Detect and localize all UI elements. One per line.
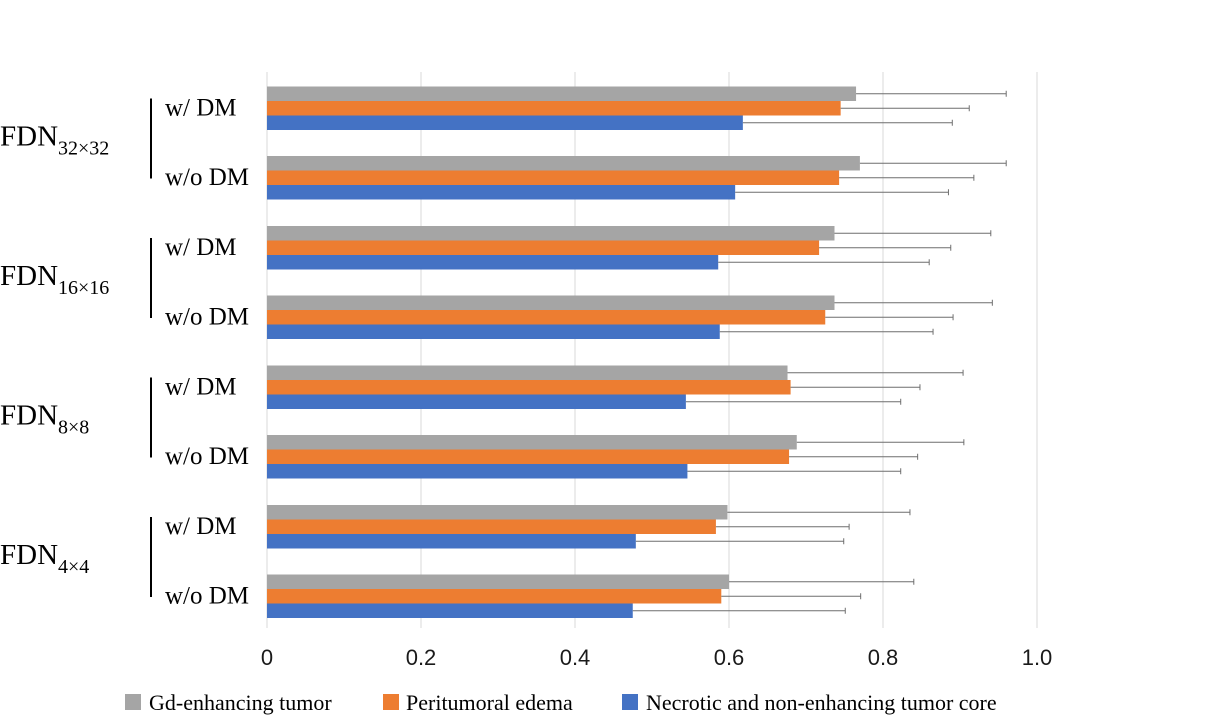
error-bar xyxy=(834,299,993,306)
error-bar xyxy=(721,593,862,600)
error-bar xyxy=(790,384,921,391)
condition-label: w/o DM xyxy=(165,304,249,331)
bar-necrotic-and-non-enhancing-tumor-core xyxy=(267,255,719,270)
legend-label: Peritumoral edema xyxy=(406,690,573,715)
bar-peritumoral-edema xyxy=(267,101,841,116)
x-tick-label: 0.6 xyxy=(714,645,745,670)
error-bar xyxy=(687,468,902,475)
x-tick-label: 0.8 xyxy=(868,645,899,670)
legend-swatch xyxy=(383,694,399,710)
bar-necrotic-and-non-enhancing-tumor-core xyxy=(267,324,720,339)
bars xyxy=(267,86,860,618)
legend: Gd-enhancing tumor Peritumoral edema Necro… xyxy=(125,690,997,715)
legend-item: Gd-enhancing tumor xyxy=(125,690,332,715)
bar-gd-enhancing-tumor xyxy=(267,365,788,380)
x-axis-ticks: 0 0.2 0.4 0.6 0.8 1.0 xyxy=(261,645,1052,670)
bar-gd-enhancing-tumor xyxy=(267,505,728,520)
legend-swatch xyxy=(622,694,638,710)
group-label: FDN16×16 xyxy=(0,260,109,299)
legend-label: Necrotic and non-enhancing tumor core xyxy=(646,690,997,715)
bar-necrotic-and-non-enhancing-tumor-core xyxy=(267,115,743,130)
bar-peritumoral-edema xyxy=(267,380,791,395)
error-bar xyxy=(819,244,952,251)
error-bar xyxy=(859,160,1007,167)
group-label: FDN32×32 xyxy=(0,121,109,160)
bar-peritumoral-edema xyxy=(267,589,722,604)
x-tick-label: 1.0 xyxy=(1022,645,1053,670)
error-bar xyxy=(789,453,919,460)
bar-peritumoral-edema xyxy=(267,519,716,534)
error-bar xyxy=(834,230,992,237)
bar-necrotic-and-non-enhancing-tumor-core xyxy=(267,603,633,618)
bar-peritumoral-edema xyxy=(267,170,840,185)
bar-necrotic-and-non-enhancing-tumor-core xyxy=(267,534,636,549)
legend-item: Peritumoral edema xyxy=(383,690,573,715)
x-tick-label: 0.4 xyxy=(560,645,591,670)
group-label: FDN8×8 xyxy=(0,400,89,439)
bar-peritumoral-edema xyxy=(267,240,820,255)
error-bar xyxy=(727,509,911,516)
bar-peritumoral-edema xyxy=(267,310,826,325)
bar-necrotic-and-non-enhancing-tumor-core xyxy=(267,394,686,409)
error-bar xyxy=(856,90,1007,97)
condition-label: w/o DM xyxy=(165,443,249,470)
error-bar xyxy=(715,523,850,530)
x-tick-label: 0 xyxy=(261,645,273,670)
error-bar xyxy=(787,369,964,376)
bar-gd-enhancing-tumor xyxy=(267,156,860,171)
condition-label: w/ DM xyxy=(165,374,237,401)
bar-necrotic-and-non-enhancing-tumor-core xyxy=(267,185,736,200)
bar-necrotic-and-non-enhancing-tumor-core xyxy=(267,464,688,479)
condition-label: w/ DM xyxy=(165,234,237,261)
bar-gd-enhancing-tumor xyxy=(267,86,857,101)
error-bar xyxy=(719,328,934,335)
error-bar xyxy=(635,538,845,545)
condition-label: w/o DM xyxy=(165,583,249,610)
error-bar xyxy=(632,607,846,614)
error-bar xyxy=(742,119,953,126)
error-bar xyxy=(735,189,949,196)
group-label: FDN4×4 xyxy=(0,539,89,578)
condition-label: w/ DM xyxy=(165,95,237,122)
condition-label: w/o DM xyxy=(165,164,249,191)
error-bar xyxy=(718,259,930,266)
legend-item: Necrotic and non-enhancing tumor core xyxy=(622,690,997,715)
legend-label: Gd-enhancing tumor xyxy=(149,690,332,715)
x-tick-label: 0.2 xyxy=(406,645,437,670)
bar-peritumoral-edema xyxy=(267,449,790,464)
error-bar xyxy=(840,105,970,112)
bar-gd-enhancing-tumor xyxy=(267,574,729,589)
bar-gd-enhancing-tumor xyxy=(267,435,797,450)
condition-label: w/ DM xyxy=(165,513,237,540)
error-bar xyxy=(685,398,902,405)
bar-gd-enhancing-tumor xyxy=(267,295,835,310)
error-bar xyxy=(839,174,975,181)
error-bar xyxy=(825,314,954,321)
legend-swatch xyxy=(125,694,141,710)
error-bar xyxy=(729,578,915,585)
error-bar xyxy=(796,439,965,446)
category-labels: w/ DM w/o DM FDN32×32 w/ DM w/o DM FDN16×16 w/… xyxy=(0,95,249,610)
error-bars xyxy=(632,90,1007,614)
bar-gd-enhancing-tumor xyxy=(267,226,835,241)
